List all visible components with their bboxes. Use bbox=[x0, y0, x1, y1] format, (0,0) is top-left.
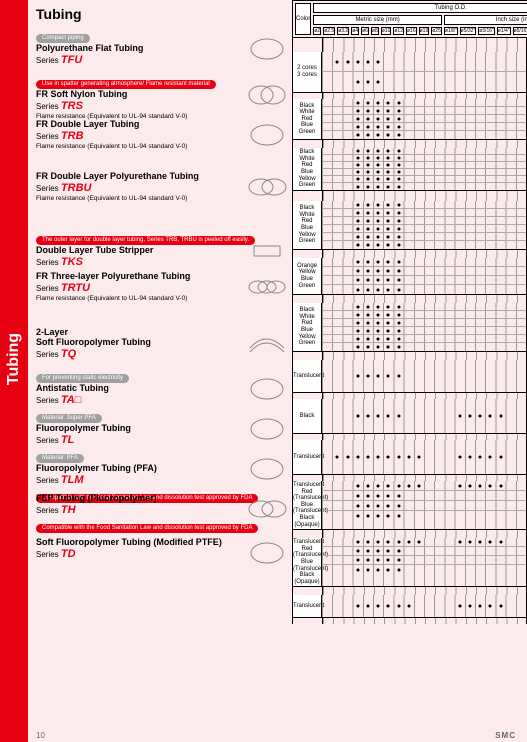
color-cell: TranslucentRed (Translucent)Blue (Transl… bbox=[292, 538, 322, 587]
sizing-chart: Color Tubing O.D. Metric size (mm) Inch … bbox=[292, 0, 527, 624]
product-card: Use in spatter generating atmosphere/ Fl… bbox=[28, 72, 292, 120]
product-card: 2-LayerSoft Fluoropolymer TubingSeries T… bbox=[28, 328, 292, 366]
product-badge: Material: PFA bbox=[36, 454, 84, 463]
product-card: FR Double Layer TubingSeries TRBFlame re… bbox=[28, 120, 292, 172]
product-thumb bbox=[246, 82, 288, 108]
grid-cell bbox=[322, 440, 526, 475]
color-cell: BlackWhiteRedBlueYellowGreen bbox=[292, 148, 322, 191]
product-thumb bbox=[246, 238, 288, 264]
header-metric: Metric size (mm) bbox=[313, 15, 442, 25]
color-cell: Black bbox=[292, 399, 322, 434]
page-title: Tubing bbox=[28, 0, 292, 26]
product-thumb bbox=[246, 174, 288, 200]
product-card: FEP Tubing (Fluoropolymer)Series THCompa… bbox=[28, 494, 292, 538]
product-card: Compact pipingPolyurethane Flat TubingSe… bbox=[28, 26, 292, 72]
brand-logo: SMC bbox=[495, 731, 516, 740]
product-card: The outer layer for double layer tubing,… bbox=[28, 228, 292, 272]
grid-cell bbox=[322, 148, 526, 191]
grid-cell bbox=[322, 399, 526, 434]
chart-block: Black bbox=[292, 399, 527, 434]
product-badge: For preventing static electricity bbox=[36, 374, 129, 383]
product-card: FR Double Layer Polyurethane TubingSerie… bbox=[28, 172, 292, 228]
chart-block: Translucent bbox=[292, 440, 527, 475]
product-sub-badge: Compatible with the Food Sanitation Law … bbox=[36, 524, 258, 533]
color-cell: Translucent bbox=[292, 360, 322, 393]
chart-block: BlackWhiteRedBlueGreen bbox=[292, 99, 527, 140]
product-badge: The outer layer for double layer tubing,… bbox=[36, 236, 255, 245]
product-list: Tubing Compact pipingPolyurethane Flat T… bbox=[28, 0, 292, 566]
product-card: Soft Fluoropolymer Tubing (Modified PTFE… bbox=[28, 538, 292, 566]
product-thumb bbox=[246, 416, 288, 442]
product-badge: Use in spatter generating atmosphere/ Fl… bbox=[36, 80, 216, 89]
grid-cell bbox=[322, 481, 526, 530]
product-card: Material: PFAFluoropolymer Tubing (PFA)S… bbox=[28, 446, 292, 494]
product-thumb bbox=[246, 274, 288, 300]
footer: 10 SMC bbox=[36, 731, 516, 740]
grid-cell bbox=[322, 201, 526, 250]
chart-block: BlackWhiteRedBlueYellowGreen bbox=[292, 201, 527, 250]
product-thumb bbox=[246, 376, 288, 402]
product-thumb bbox=[246, 36, 288, 62]
product-card: FR Three-layer Polyurethane TubingSeries… bbox=[28, 272, 292, 328]
color-cell: BlackWhiteRedBlueGreen bbox=[292, 99, 322, 140]
color-cell: BlackWhiteRedBlueYellowGreen bbox=[292, 201, 322, 250]
grid-cell bbox=[322, 258, 526, 295]
page-number: 10 bbox=[36, 731, 45, 740]
color-cell: BlackWhiteRedBlueYellowGreen bbox=[292, 303, 322, 352]
product-thumb bbox=[246, 496, 288, 522]
chart-block: TranslucentRed (Translucent)Blue (Transl… bbox=[292, 481, 527, 530]
chart-block: OrangeYellowBlueGreen bbox=[292, 258, 527, 295]
chart-block: TranslucentRed (Translucent)Blue (Transl… bbox=[292, 538, 527, 587]
product-thumb bbox=[246, 540, 288, 566]
chart-block: BlackWhiteRedBlueYellowGreen bbox=[292, 303, 527, 352]
header-main: Tubing O.D. bbox=[313, 3, 527, 13]
chart-block: Translucent bbox=[292, 595, 527, 618]
header-color: Color bbox=[295, 3, 311, 35]
grid-cell bbox=[322, 303, 526, 352]
product-thumb bbox=[246, 456, 288, 482]
chart-block: 2 cores3 cores bbox=[292, 52, 527, 93]
chart-header: Color Tubing O.D. Metric size (mm) Inch … bbox=[292, 0, 527, 38]
product-badge: Compact piping bbox=[36, 34, 90, 43]
color-cell: Translucent bbox=[292, 595, 322, 618]
sidebar-tab: Tubing bbox=[0, 0, 28, 742]
chart-block: BlackWhiteRedBlueYellowGreen bbox=[292, 148, 527, 191]
color-cell: Translucent bbox=[292, 440, 322, 475]
product-thumb bbox=[246, 330, 288, 356]
grid-cell bbox=[322, 538, 526, 587]
color-cell: OrangeYellowBlueGreen bbox=[292, 258, 322, 295]
product-badge: Material: Super PFA bbox=[36, 414, 102, 423]
product-card: Material: Super PFAFluoropolymer TubingS… bbox=[28, 406, 292, 446]
color-cell: 2 cores3 cores bbox=[292, 52, 322, 93]
product-card: For preventing static electricityAntista… bbox=[28, 366, 292, 406]
color-cell: TranslucentRed (Translucent)Blue (Transl… bbox=[292, 481, 322, 530]
header-inch: Inch size (inch) bbox=[444, 15, 527, 25]
product-thumb bbox=[246, 122, 288, 148]
grid-cell bbox=[322, 52, 526, 93]
sidebar-label: Tubing bbox=[5, 333, 23, 385]
grid-cell bbox=[322, 595, 526, 618]
grid-cell bbox=[322, 99, 526, 140]
grid-cell bbox=[322, 360, 526, 393]
chart-block: Translucent bbox=[292, 360, 527, 393]
